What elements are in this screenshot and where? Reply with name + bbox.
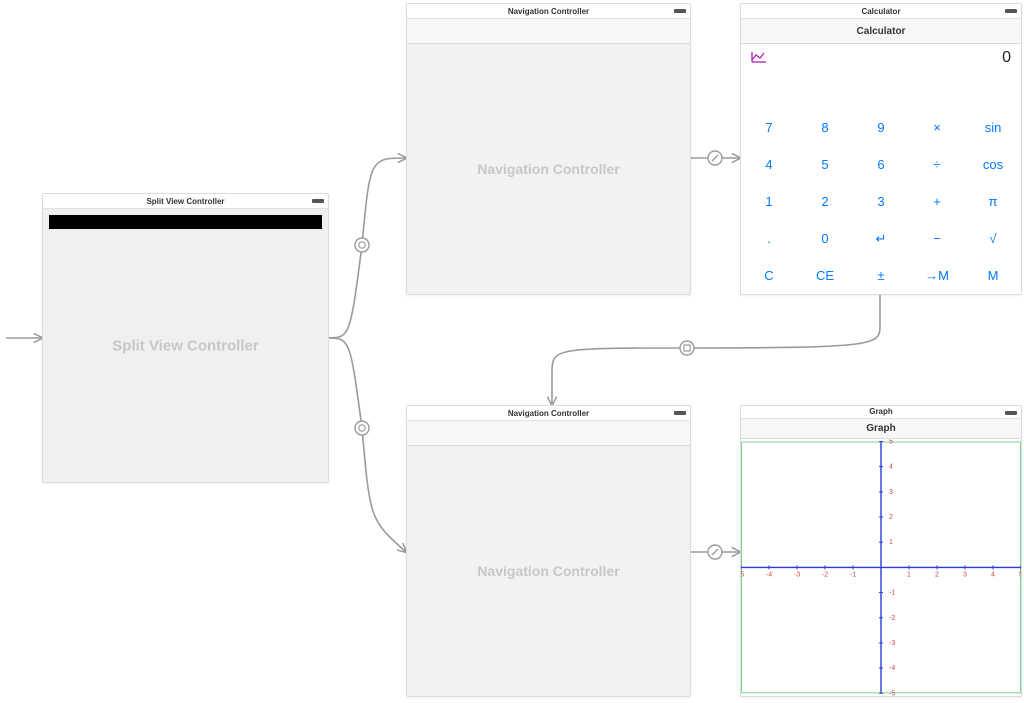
svg-text:2: 2 xyxy=(935,572,939,579)
calc-key[interactable]: C xyxy=(741,257,797,294)
svg-text:-4: -4 xyxy=(889,665,895,672)
graph-view[interactable]: -5 -4 -3 -2 -1 1 2 3 4 5 -5 -4 -3 -2 -1 1 2 3 4 5 xyxy=(741,439,1021,696)
svg-text:-2: -2 xyxy=(822,572,828,579)
calculator-keypad: 789×sin 456÷cos 123+π.0↵−√ CCE±→MM xyxy=(741,72,1021,294)
calc-key[interactable]: 3 xyxy=(853,183,909,220)
calc-key[interactable]: 1 xyxy=(741,183,797,220)
svg-text:3: 3 xyxy=(963,572,967,579)
scene-title: Navigation Controller xyxy=(508,409,589,418)
scene-navigation-controller-bottom[interactable]: Navigation Controller Navigation Control… xyxy=(406,405,691,697)
calc-key[interactable]: 4 xyxy=(741,146,797,183)
calc-key[interactable]: + xyxy=(909,183,965,220)
scene-body: Navigation Controller xyxy=(407,446,690,696)
scene-split-view-controller[interactable]: Split View Controller Split View Control… xyxy=(42,193,329,483)
scene-graph[interactable]: Graph Graph -5 -4 -3 -2 -1 1 2 3 4 5 -5 -4 -3 -2 -1 1 2 3… xyxy=(740,405,1022,697)
svg-text:4: 4 xyxy=(991,572,995,579)
graph-icon[interactable] xyxy=(751,50,767,66)
scene-titlebar[interactable]: Navigation Controller xyxy=(407,406,690,421)
segue-badge-embed-icon[interactable] xyxy=(355,238,369,252)
calc-key[interactable]: cos xyxy=(965,146,1021,183)
svg-text:-2: -2 xyxy=(889,615,895,622)
svg-text:-3: -3 xyxy=(889,640,895,647)
scene-titlebar[interactable]: Graph xyxy=(741,406,1021,419)
svg-text:-3: -3 xyxy=(794,572,800,579)
calc-key[interactable]: − xyxy=(909,220,965,257)
segue-badge-embed-icon[interactable] xyxy=(355,421,369,435)
svg-text:-5: -5 xyxy=(741,572,744,579)
segue-arrow[interactable] xyxy=(362,158,406,245)
calc-key[interactable]: ↵ xyxy=(853,220,909,257)
calc-key[interactable]: . xyxy=(741,220,797,257)
scene-title: Split View Controller xyxy=(146,197,224,206)
svg-text:1: 1 xyxy=(889,539,893,546)
drag-handle-icon[interactable] xyxy=(674,411,686,415)
segue-arrow[interactable] xyxy=(327,245,362,338)
calc-key[interactable]: sin xyxy=(965,109,1021,146)
svg-text:5: 5 xyxy=(1019,572,1021,579)
segue-arrow[interactable] xyxy=(687,293,880,348)
segue-badge-show-icon[interactable] xyxy=(680,341,694,355)
svg-text:3: 3 xyxy=(889,489,893,496)
nav-title: Graph xyxy=(866,423,895,434)
scene-titlebar[interactable]: Navigation Controller xyxy=(407,4,690,19)
calc-key[interactable]: 0 xyxy=(797,220,853,257)
segue-badge-relation-icon[interactable] xyxy=(708,545,722,559)
scene-title: Calculator xyxy=(861,7,900,16)
navigation-bar[interactable]: Calculator xyxy=(741,19,1021,44)
calc-key[interactable]: 6 xyxy=(853,146,909,183)
navigation-bar[interactable]: Graph xyxy=(741,419,1021,440)
calc-key[interactable]: π xyxy=(965,183,1021,220)
svg-text:-1: -1 xyxy=(889,590,895,597)
calc-key[interactable]: 9 xyxy=(853,109,909,146)
scene-body: Split View Controller xyxy=(43,209,328,482)
split-view-top-bar xyxy=(49,215,322,229)
navigation-bar[interactable] xyxy=(407,19,690,44)
svg-text:2: 2 xyxy=(889,514,893,521)
calc-key[interactable]: →M xyxy=(909,257,965,294)
scene-titlebar[interactable]: Calculator xyxy=(741,4,1021,19)
scene-title: Navigation Controller xyxy=(508,7,589,16)
calc-key[interactable]: 2 xyxy=(797,183,853,220)
calc-key[interactable]: CE xyxy=(797,257,853,294)
segue-badge-relation-icon[interactable] xyxy=(708,151,722,165)
calc-key[interactable]: 5 xyxy=(797,146,853,183)
segue-arrow[interactable] xyxy=(362,428,406,552)
calc-key[interactable]: √ xyxy=(965,220,1021,257)
svg-text:-5: -5 xyxy=(889,691,895,696)
svg-text:4: 4 xyxy=(889,464,893,471)
svg-text:-1: -1 xyxy=(850,572,856,579)
calc-key[interactable]: 7 xyxy=(741,109,797,146)
drag-handle-icon[interactable] xyxy=(1005,411,1017,415)
calculator-display-row: 0 xyxy=(741,44,1021,72)
calc-key[interactable]: M xyxy=(965,257,1021,294)
scene-title: Graph xyxy=(869,407,893,416)
segue-arrow[interactable] xyxy=(327,338,362,428)
storyboard-canvas: Split View Controller Split View Control… xyxy=(0,0,1024,703)
nav-title: Calculator xyxy=(857,26,906,37)
scene-center-label: Navigation Controller xyxy=(407,161,690,177)
graph-canvas: -5 -4 -3 -2 -1 1 2 3 4 5 -5 -4 -3 -2 -1 1 2 3 4 5 xyxy=(741,439,1021,696)
navigation-bar[interactable] xyxy=(407,421,690,446)
scene-calculator[interactable]: Calculator Calculator 0 789×sin 456÷cos 12… xyxy=(740,3,1022,295)
drag-handle-icon[interactable] xyxy=(674,9,686,13)
calc-key[interactable]: ± xyxy=(853,257,909,294)
scene-body: 0 789×sin456÷cos123+π.0↵−√CCE±→MM xyxy=(741,44,1021,294)
svg-text:1: 1 xyxy=(907,572,911,579)
svg-text:-4: -4 xyxy=(766,572,772,579)
drag-handle-icon[interactable] xyxy=(1005,9,1017,13)
scene-navigation-controller-top[interactable]: Navigation Controller Navigation Control… xyxy=(406,3,691,295)
calc-key[interactable]: 8 xyxy=(797,109,853,146)
calc-key[interactable]: ÷ xyxy=(909,146,965,183)
scene-center-label: Split View Controller xyxy=(43,337,328,354)
svg-text:5: 5 xyxy=(889,439,893,446)
segue-arrow[interactable] xyxy=(552,348,687,405)
calculator-display-value: 0 xyxy=(1002,49,1011,67)
scene-body: Navigation Controller xyxy=(407,44,690,294)
scene-titlebar[interactable]: Split View Controller xyxy=(43,194,328,209)
calc-key[interactable]: × xyxy=(909,109,965,146)
scene-center-label: Navigation Controller xyxy=(407,563,690,579)
drag-handle-icon[interactable] xyxy=(312,199,324,203)
